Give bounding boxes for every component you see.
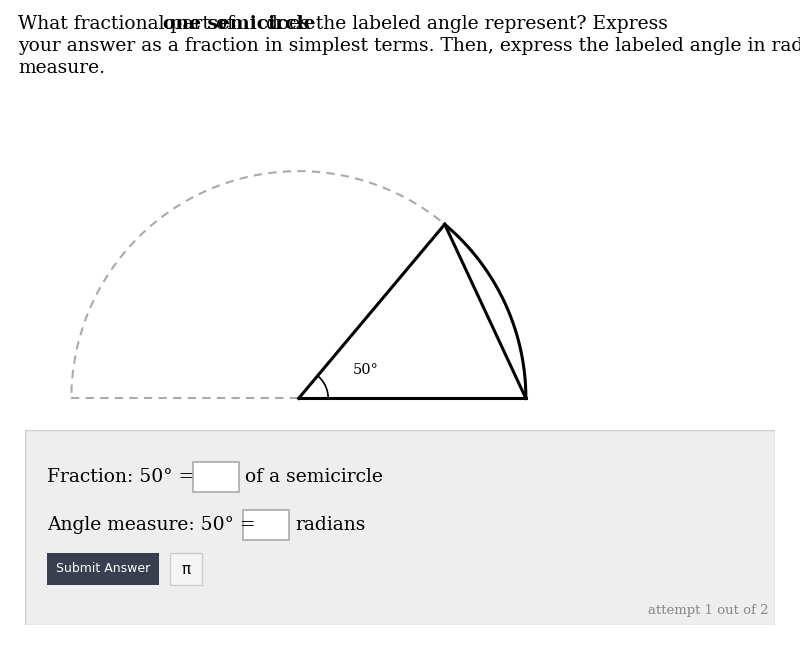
- Text: of a semicircle: of a semicircle: [245, 468, 383, 486]
- Bar: [193, 462, 239, 492]
- Text: What fractional part of: What fractional part of: [18, 15, 240, 33]
- Text: radians: radians: [295, 516, 366, 534]
- Text: measure.: measure.: [18, 59, 105, 77]
- Text: attempt 1 out of 2: attempt 1 out of 2: [647, 604, 768, 617]
- Text: π: π: [182, 561, 190, 577]
- Bar: [243, 510, 289, 540]
- Text: Submit Answer: Submit Answer: [56, 563, 150, 575]
- Text: one semicircle: one semicircle: [163, 15, 315, 33]
- Text: 50°: 50°: [353, 363, 378, 377]
- Text: Fraction: 50° =: Fraction: 50° =: [47, 468, 194, 486]
- Text: does the labeled angle represent? Express: does the labeled angle represent? Expres…: [260, 15, 668, 33]
- Text: your answer as a fraction in simplest terms. Then, express the labeled angle in : your answer as a fraction in simplest te…: [18, 37, 800, 55]
- Text: Angle measure: 50° =: Angle measure: 50° =: [47, 516, 256, 534]
- Bar: [47, 553, 159, 585]
- Bar: [170, 553, 202, 585]
